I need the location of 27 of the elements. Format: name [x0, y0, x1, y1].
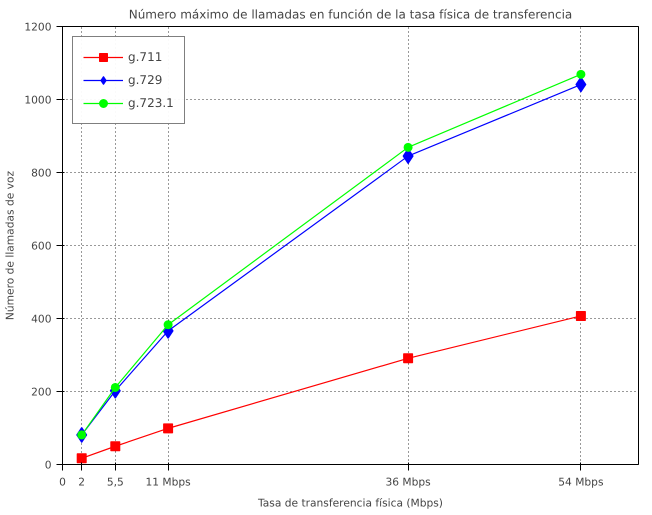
legend-label: g.723.1	[128, 96, 174, 110]
legend-label: g.711	[128, 50, 162, 64]
y-tick-label: 1200	[24, 20, 52, 34]
point	[76, 453, 87, 464]
y-tick-label: 600	[31, 240, 52, 252]
y-tick-label: 400	[31, 312, 52, 326]
y-tick-label: 800	[31, 166, 52, 180]
x-axis-title: Tasa de transferencia física (Mbps)	[257, 496, 443, 510]
chart-title: Número máximo de llamadas en función de la tasa física de transferencia	[128, 8, 572, 22]
point	[576, 70, 586, 79]
x-tick-label: 5,5	[106, 476, 124, 488]
legend-label: g.729	[128, 73, 162, 87]
point	[164, 320, 173, 330]
point	[163, 423, 174, 434]
x-tick-label: 36 Mbps	[385, 476, 432, 488]
x-tick-label: 11 Mbps	[145, 476, 192, 488]
point	[110, 441, 120, 452]
x-tick-label: 2	[78, 476, 86, 488]
x-tick-label: 54 Mbps	[558, 476, 604, 488]
x-tick-label: 0	[59, 476, 66, 488]
y-axis-title: Número de llamadas de voz	[3, 170, 16, 320]
point	[404, 142, 413, 152]
point	[576, 310, 586, 321]
y-tick-label: 0	[44, 458, 52, 472]
y-tick-label: 1000	[24, 94, 52, 106]
point	[403, 353, 414, 364]
y-tick-label: 200	[31, 386, 52, 398]
